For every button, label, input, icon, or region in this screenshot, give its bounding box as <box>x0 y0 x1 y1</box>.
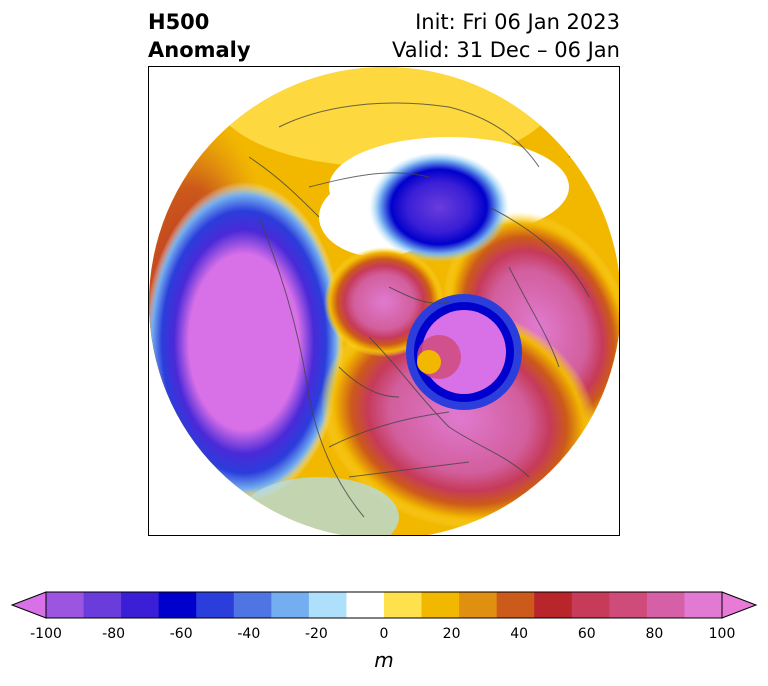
init-time: Init: Fri 06 Jan 2023 <box>415 10 620 34</box>
colorbar-bin <box>158 592 197 618</box>
colorbar-bin <box>384 592 423 618</box>
colorbar-bin <box>233 592 272 618</box>
colorbar-unit: m <box>374 648 394 672</box>
colorbar-tick-label: -80 <box>102 626 126 642</box>
colorbar-tick-label: -20 <box>304 626 328 642</box>
colorbar-bin <box>609 592 648 618</box>
colorbar-bin <box>308 592 347 618</box>
colorbar-bin <box>121 592 160 618</box>
title-line-1: H500 <box>148 10 210 34</box>
colorbar-tick-label: 60 <box>577 626 596 642</box>
colorbar-bin <box>46 592 85 618</box>
colorbar-tick-label: 100 <box>708 626 736 642</box>
colorbar-bin <box>571 592 610 618</box>
colorbar-bin <box>534 592 573 618</box>
colorbar-bin <box>646 592 685 618</box>
colorbar-outline <box>45 591 723 619</box>
valid-period: Valid: 31 Dec – 06 Jan <box>391 38 620 62</box>
colorbar-bin <box>684 592 723 618</box>
anomaly-map <box>148 66 620 536</box>
colorbar-tick-label: 0 <box>379 626 389 642</box>
map-svg <box>149 67 619 535</box>
colorbar-tick-label: -60 <box>169 626 193 642</box>
colorbar-extend-high <box>721 591 758 619</box>
title-line-2: Anomaly <box>148 38 251 62</box>
colorbar-bin <box>421 592 460 618</box>
colorbar-tick-label: 40 <box>510 626 529 642</box>
colorbar-tick-label: 20 <box>442 626 461 642</box>
colorbar-bin <box>346 592 385 618</box>
colorbar-tick-label: -100 <box>30 626 62 642</box>
colorbar-bin <box>196 592 235 618</box>
colorbar-bin <box>496 592 535 618</box>
colorbar <box>10 591 758 619</box>
colorbar-bin <box>459 592 498 618</box>
colorbar-tick-label: -40 <box>237 626 261 642</box>
colorbar-tick-label: 80 <box>645 626 664 642</box>
map-title: H500 Anomaly <box>148 8 251 64</box>
map-timestamps: Init: Fri 06 Jan 2023 Valid: 31 Dec – 06… <box>392 8 620 64</box>
colorbar-bin <box>83 592 122 618</box>
colorbar-bin <box>271 592 310 618</box>
colorbar-extend-low <box>10 591 47 619</box>
